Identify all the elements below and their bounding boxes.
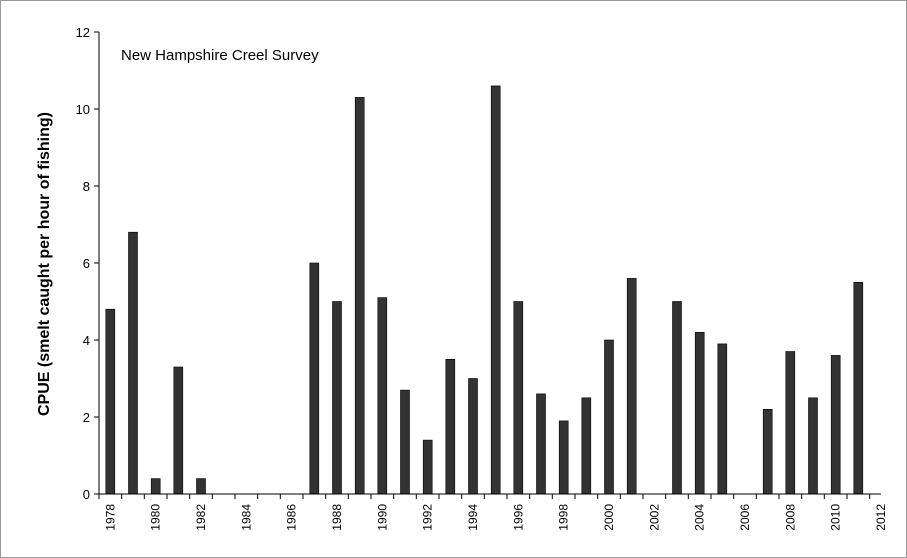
y-tick-label: 8 [83,179,90,194]
bar-2007 [762,408,773,495]
x-tick-label: 1978 [103,504,117,531]
y-tick-label: 2 [83,410,90,425]
bar-1999 [581,397,592,495]
survey-annotation: New Hampshire Creel Survey [121,47,319,64]
bar-1996 [513,301,524,495]
bar-1988 [332,301,342,495]
y-axis-label: CPUE (smelt caught per hour of fishing) [36,112,53,416]
y-ticks: 0 2 4 6 8 10 12 [76,25,99,502]
x-tick-label: 2002 [647,504,661,531]
bar-2008 [785,351,796,495]
bar-1991 [400,389,410,495]
bar-2005 [717,343,728,495]
x-tick-label: 2000 [602,504,616,531]
bar-1980 [150,478,161,495]
bar-1993 [445,358,456,495]
x-tick-label: 1998 [557,504,571,531]
bar-2011 [853,281,864,495]
bar-1978 [105,308,116,495]
bar-2009 [808,397,818,495]
bar-1994 [468,378,478,495]
bar-1998 [558,420,569,495]
bar-2010 [830,355,841,495]
y-tick-label: 4 [83,333,90,348]
x-tick-label: 1986 [285,504,299,531]
x-tick-label: 1980 [149,504,163,531]
bar-1990 [377,297,388,495]
bars-layer [105,85,864,495]
x-tick-label: 2006 [738,504,752,531]
bar-2000 [604,339,614,495]
x-tick-label: 1984 [239,504,253,531]
x-tick-label: 1990 [375,504,389,531]
x-tick-label: 2012 [874,504,888,531]
bar-1995 [490,85,501,495]
x-tick-label: 1982 [194,504,208,531]
bar-2004 [694,331,705,495]
x-tick-label: 1992 [421,504,435,531]
bar-1981 [173,366,184,495]
x-tick-label: 2010 [829,504,843,531]
x-tick-label: 1996 [511,504,525,531]
bar-1992 [422,439,433,495]
bar-1979 [128,231,138,495]
bar-2003 [672,301,682,495]
y-tick-label: 10 [76,102,90,117]
x-tick-label: 1988 [330,504,344,531]
y-tick-label: 12 [76,25,90,40]
y-tick-label: 6 [83,256,90,271]
x-tick-label: 1994 [466,504,480,531]
bar-1997 [536,393,546,495]
x-tick-label: 2004 [693,504,707,531]
bar-2001 [626,278,637,495]
x-tick-label: 2008 [783,504,797,531]
y-tick-label: 0 [83,487,90,502]
bar-1987 [309,262,320,495]
bar-1989 [354,97,365,495]
x-ticks: 1978 1980 1982 1984 1986 1988 1990 1992 1994 1996… [98,494,888,531]
bar-1982 [196,478,206,495]
